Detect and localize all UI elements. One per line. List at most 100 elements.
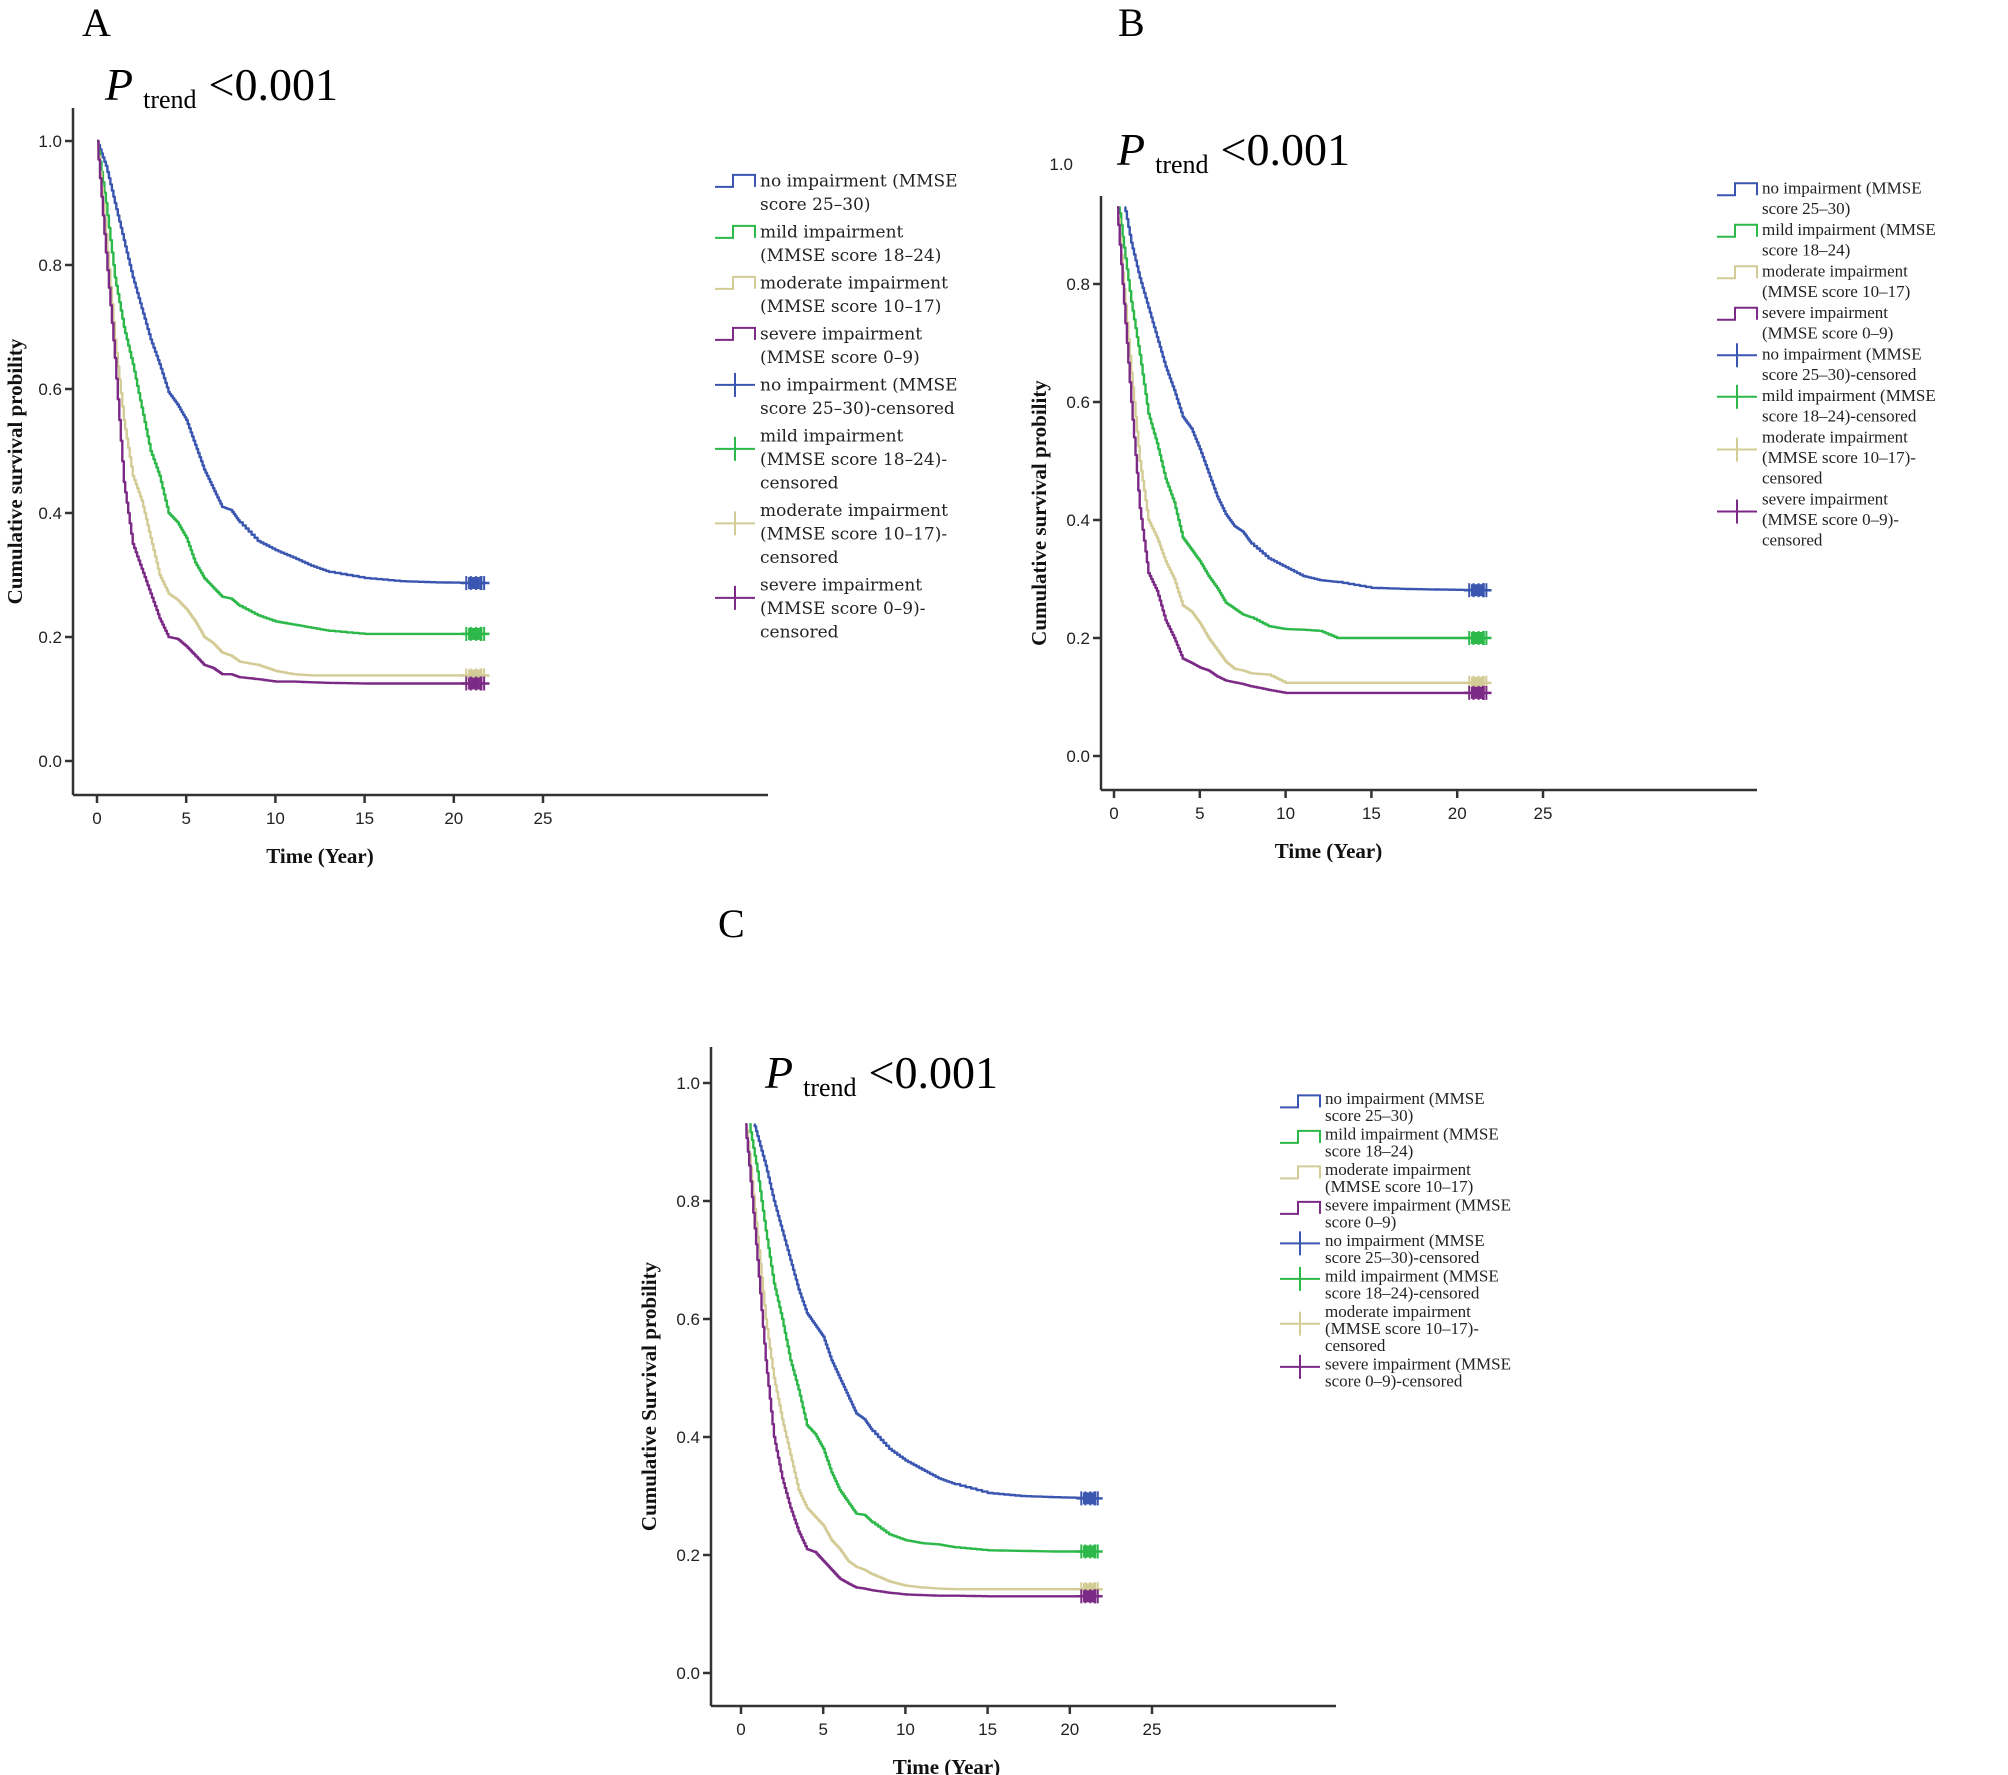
survival-curve-moderate-impairment: [97, 139, 485, 677]
legend-item: severe impairment(MMSE score 0–9)- censor…: [1717, 490, 1899, 550]
legend-step-icon: [1717, 182, 1758, 197]
legend-label: score 18–24): [1325, 1142, 1413, 1161]
legend-label: (MMSE score 10–17)-: [1762, 448, 1916, 467]
legend-label: (MMSE score 10–17): [1325, 1177, 1473, 1196]
survival-curve-mild-impairment: [749, 1123, 1098, 1553]
survival-curve-no-impairment: [97, 139, 486, 585]
legend-step-icon: [1717, 223, 1758, 238]
legend-step-icon: [1280, 1094, 1321, 1109]
x-tick-label: 0: [92, 809, 101, 828]
legend-item: moderate impairment(MMSE score 10–17): [1717, 262, 1910, 301]
legend-item: mild impairment (MMSE score 18–24): [715, 223, 941, 266]
p-subscript: trend: [803, 1073, 856, 1102]
x-axis-title: Time (Year): [1275, 839, 1383, 863]
legend-label: severe impairment: [760, 325, 922, 345]
legend-label: score 25–30)-censored: [1325, 1248, 1480, 1267]
p-subscript: trend: [143, 85, 196, 114]
survival-curve-mild-impairment: [1118, 206, 1487, 640]
survival-curve-severe-impairment: [97, 139, 485, 685]
legend-label: no impairment (MMSE: [1325, 1231, 1485, 1250]
legend-label: (MMSE score 0–9)-: [1762, 510, 1899, 529]
legend-label: severe impairment: [760, 576, 922, 596]
legend-label: (MMSE score 0–9)-: [760, 599, 925, 619]
legend-label: moderate impairment: [760, 274, 948, 294]
x-tick-label: 25: [1534, 804, 1553, 823]
legend-label: score 25–30): [760, 195, 870, 215]
legend-item: moderate impairment(MMSE score 10–17)-ce…: [1717, 428, 1916, 488]
x-tick-label: 0: [736, 1720, 745, 1739]
x-axis-title: Time (Year): [266, 844, 374, 868]
panel-letter: C: [718, 901, 745, 946]
panel-letter: B: [1118, 0, 1145, 45]
panel-letter: A: [82, 0, 111, 45]
legend-label: (MMSE score 10–17): [760, 297, 941, 317]
panel-c: C P trend <0.001 0 5 10 15 20 25 0.0 0.2 0.4 0.6 0.8 1.…: [637, 901, 1511, 1775]
y-axis-title: Cumulative Survival probility: [637, 1261, 661, 1531]
legend-item: moderate impairment(MMSE score 10–17)-ce…: [1280, 1302, 1479, 1355]
legend-item: severe impairment (MMSE score 0–9): [715, 325, 922, 368]
legend-step-icon: [715, 275, 756, 290]
legend-item: mild impairment (MMSE score 18–24)- censor…: [715, 427, 947, 494]
legend-label: censored: [760, 474, 839, 494]
legend-step-icon: [715, 224, 756, 239]
y-axis-title: Cumulative survival probility: [3, 338, 27, 604]
legend-step-icon: [1717, 265, 1758, 280]
legend-label: moderate impairment: [1325, 1302, 1471, 1321]
legend-label: (MMSE score 10–17)-: [1325, 1319, 1479, 1338]
p-symbol: P: [764, 1047, 793, 1098]
legend-step-icon: [1280, 1165, 1321, 1180]
survival-curve-severe-impairment: [1117, 206, 1487, 695]
legend-label: mild impairment: [760, 223, 904, 243]
x-tick-label: 10: [1276, 804, 1295, 823]
p-subscript: trend: [1155, 150, 1208, 179]
p-value: <0.001: [1221, 124, 1350, 175]
legend-step-icon: [715, 326, 756, 341]
x-tick-label: 15: [1362, 804, 1381, 823]
legend-label: no impairment (MMSE: [1325, 1089, 1485, 1108]
legend-item: moderate impairment(MMSE score 10–17): [1280, 1160, 1473, 1196]
legend-label: severe impairment: [1762, 490, 1888, 509]
y-tick-label: 0.8: [1066, 275, 1090, 294]
x-tick-label: 25: [1143, 1720, 1162, 1739]
legend-label: score 0–9)-censored: [1325, 1372, 1463, 1391]
x-tick-label: 15: [355, 809, 374, 828]
survival-curve-moderate-impairment: [745, 1123, 1098, 1591]
survival-curve-no-impairment: [1124, 206, 1488, 592]
survival-curve-moderate-impairment: [1117, 206, 1487, 684]
legend-item: moderate impairment (MMSE score 10–17): [715, 274, 948, 317]
y-tick-label: 0.2: [676, 1546, 700, 1565]
p-value: <0.001: [209, 59, 338, 110]
p-value: <0.001: [869, 1047, 998, 1098]
legend-label: score 18–24)-censored: [1325, 1284, 1480, 1303]
x-tick-label: 10: [896, 1720, 915, 1739]
x-tick-label: 20: [444, 809, 463, 828]
x-tick-label: 10: [266, 809, 285, 828]
y-tick-label: 0.2: [38, 628, 62, 647]
legend-label: severe impairment (MMSE: [1325, 1196, 1511, 1215]
legend-label: no impairment (MMSE: [1762, 345, 1922, 364]
survival-curve-no-impairment: [753, 1123, 1099, 1500]
x-tick-label: 20: [1448, 804, 1467, 823]
y-tick-label: 0.4: [1066, 511, 1090, 530]
legend-label: censored: [760, 548, 839, 568]
x-tick-label: 5: [818, 1720, 827, 1739]
legend-label: moderate impairment: [760, 501, 948, 521]
legend-step-icon: [1717, 306, 1758, 321]
y-tick-label: 0.0: [1066, 747, 1090, 766]
legend-label: (MMSE score 18–24)-: [760, 450, 947, 470]
y-tick-label: 1.0: [38, 132, 62, 151]
legend-item: no impairment (MMSE score 25–30)-censored: [715, 372, 958, 419]
legend-label: score 0–9): [1325, 1213, 1396, 1232]
y-tick-label: 1.0: [1049, 155, 1073, 174]
y-tick-label: 0.2: [1066, 629, 1090, 648]
y-tick-label: 0.4: [676, 1428, 700, 1447]
y-tick-label: 0.6: [676, 1310, 700, 1329]
legend-label: no impairment (MMSE: [760, 376, 958, 396]
survival-curve-mild-impairment: [97, 139, 485, 636]
legend-label: mild impairment (MMSE: [1762, 220, 1936, 239]
